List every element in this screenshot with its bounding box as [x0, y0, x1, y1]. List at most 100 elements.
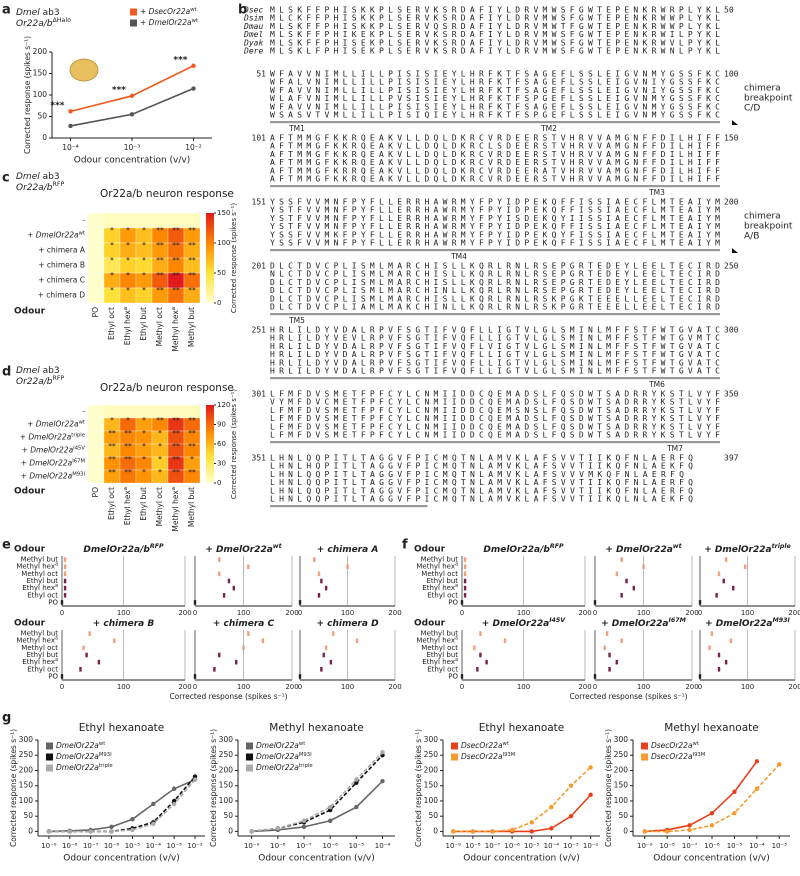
plot-title-part: + DmelOr22a	[605, 545, 672, 555]
data-point	[327, 804, 333, 810]
significance: **	[124, 455, 132, 464]
tm-bar	[270, 249, 720, 252]
tm-bar	[270, 185, 720, 188]
odour-axis-label: Odour	[14, 619, 46, 629]
sequence: LHNLQQPITLTAGGVFPICMQTNLAMVKLAFSVVVMKQFN…	[270, 470, 684, 479]
y-tick-label: 100	[19, 796, 34, 805]
y-tick-label: 100	[33, 90, 48, 99]
data-point	[549, 826, 554, 831]
row-label-part: + DmelOr22a	[27, 420, 79, 429]
odour-label-part: PO	[448, 598, 458, 606]
chart-title: Ethyl hexanoate	[79, 722, 165, 734]
median-box	[313, 557, 316, 562]
row-label-part: -	[82, 216, 85, 225]
median-box	[620, 638, 623, 644]
odour-label-part: PO	[48, 672, 58, 680]
median-box	[261, 638, 265, 644]
median-box	[593, 600, 597, 605]
odour-label-part: Ethyl oct	[107, 487, 116, 520]
series-line	[251, 780, 384, 833]
plot-title-part: + DmelOr22a	[205, 545, 272, 555]
genotype-part: ab3	[40, 366, 60, 376]
genotype-line-part: RFP	[53, 181, 65, 188]
odour-label-part: Methyl but	[187, 307, 196, 347]
median-box	[63, 578, 67, 584]
sequence: LHNLQQPITLTAGGVFPICMQTNLAMVKLAFSVVTIIKQF…	[270, 486, 693, 495]
data-point	[470, 829, 476, 834]
row-label: + DmelOr22aI45V	[22, 445, 86, 455]
species-name: Dmel	[243, 30, 263, 39]
legend-label-part: DsecOr22a	[461, 741, 503, 750]
x-tick-label: 0	[193, 609, 197, 617]
data-point	[380, 749, 385, 755]
series-line	[644, 760, 758, 833]
row-label-part: + DmelOr22a	[21, 459, 73, 468]
data-point	[777, 762, 782, 767]
sequence: MLSKLFPHISEKPLSERVKSRDAFIYLDRVMWSFGWTEPE…	[270, 47, 720, 56]
plot-title: + chimera A	[317, 545, 379, 555]
odour-label-part: Methyl hex	[171, 490, 180, 532]
median-box	[632, 585, 635, 591]
sequence: LHNLQQPITLTAGGVFPICMQTNLAMVKLAFSVVTIIKQL…	[270, 495, 693, 504]
breakpoint-label: chimera	[744, 212, 781, 222]
significance: **	[188, 226, 196, 235]
row-label-part: + chimera D	[38, 291, 86, 300]
median-box	[722, 578, 725, 584]
row-label: + DmelOr22awt	[27, 230, 85, 240]
data-point	[171, 786, 177, 791]
data-point	[709, 810, 715, 816]
genotype-part: ab3	[40, 8, 60, 18]
odour-label: PO	[448, 598, 458, 606]
odour-label-part: Ethyl hex	[22, 584, 55, 592]
significance: **	[172, 416, 180, 425]
significance: **	[156, 256, 164, 265]
significance: **	[188, 271, 196, 280]
legend-label-part: wt	[503, 741, 509, 747]
plot-title: + DmelOr22aI67M	[601, 617, 687, 629]
median-box	[717, 652, 721, 658]
tm-label: TM7	[666, 444, 683, 453]
significance: *	[142, 286, 146, 295]
residue-start: 101	[252, 134, 267, 143]
odour-label: Ethyl hexa	[422, 657, 458, 667]
data-point	[732, 810, 737, 816]
data-point	[129, 93, 135, 99]
heatmap-cell	[87, 257, 105, 274]
tm-label: TM1	[288, 124, 305, 133]
data-point	[529, 820, 534, 825]
median-box	[479, 652, 482, 658]
residue-start: 251	[252, 326, 267, 335]
median-box	[227, 578, 231, 584]
plot-title-part: M93I	[773, 617, 791, 624]
median-box	[717, 666, 721, 672]
odour-label: Ethyl but	[26, 651, 58, 659]
tm-bar	[270, 313, 720, 316]
data-point	[191, 63, 196, 68]
row-label-part: wt	[79, 230, 85, 236]
x-tick-label: 100	[341, 683, 354, 691]
breakpoint-label: breakpoint	[744, 94, 793, 104]
significance: ***	[173, 55, 187, 65]
heatmap-cell	[183, 287, 201, 304]
x-tick-label: 0	[593, 683, 597, 691]
significance: *	[158, 442, 162, 451]
data-point	[568, 813, 574, 819]
x-tick-label: 10⁻³	[563, 842, 579, 850]
heatmap-cell	[183, 469, 201, 484]
y-tick-label: 100	[614, 796, 629, 805]
x-tick-label: 10⁻⁵	[349, 842, 365, 850]
odour-label: Methyl oct	[21, 644, 58, 652]
legend-label-part: + DsecOr22a	[140, 7, 191, 16]
legend-label-part: + DmelOr22a	[140, 18, 192, 27]
x-tick-label: 10⁻⁷	[296, 842, 312, 850]
residue-start: 201	[252, 262, 267, 271]
sequence: LFMFDVSMETFPFCYLCNMIIDDCQEMADSLFQSDWTSAD…	[270, 431, 720, 440]
median-box	[218, 571, 221, 577]
median-box	[193, 674, 197, 679]
median-box	[218, 652, 221, 658]
odour-label: Methyl hexa	[171, 487, 181, 532]
odour-label: Methyl oct	[155, 307, 164, 346]
median-box	[298, 674, 302, 679]
panel-label: c	[2, 171, 10, 186]
odour-label: Methyl oct	[21, 570, 58, 578]
